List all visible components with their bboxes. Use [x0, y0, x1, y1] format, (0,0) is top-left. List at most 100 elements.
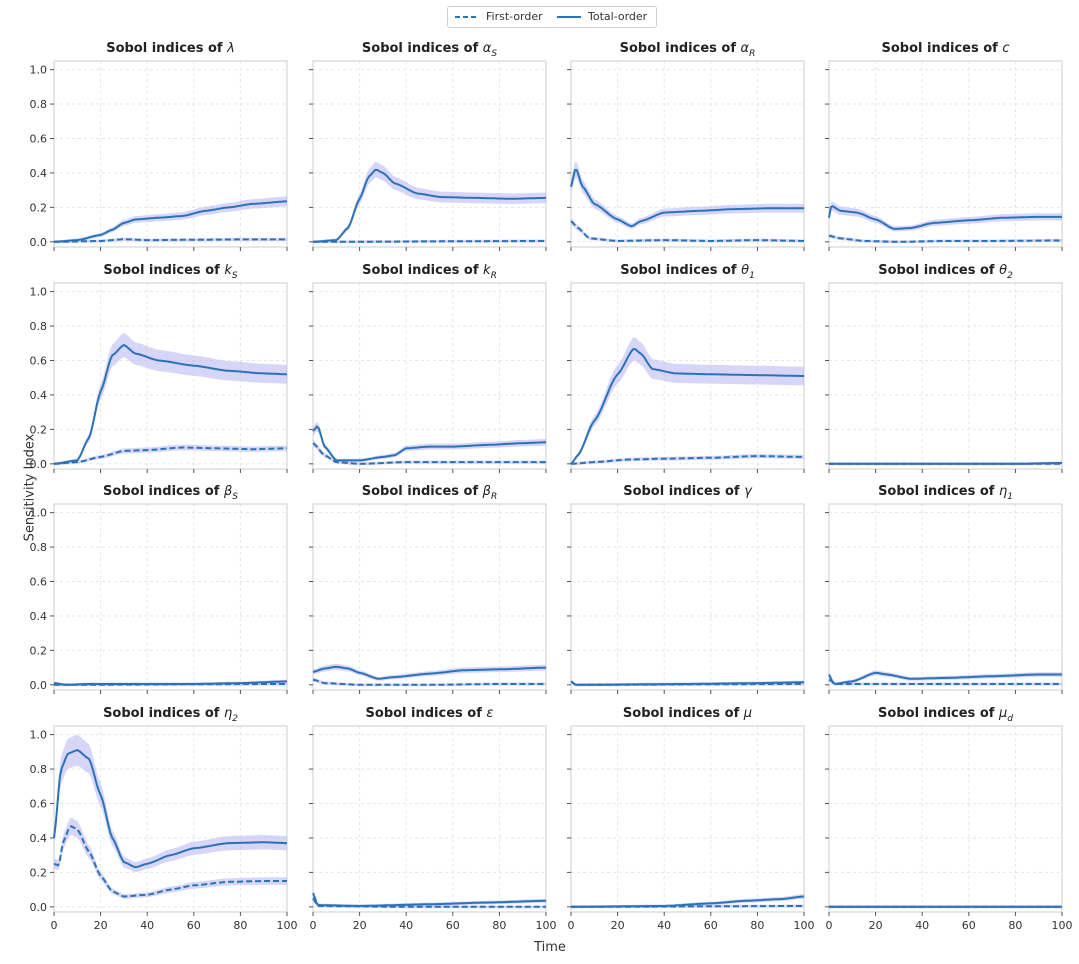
y-tick-label: 0.6: [30, 798, 48, 811]
first-order-series-line: [53, 825, 287, 898]
panel: Sobol indices of θ2: [825, 263, 1063, 473]
x-tick-label: 40: [140, 919, 154, 932]
panel-title: Sobol indices of kS: [103, 263, 237, 281]
total-order-series-line: [53, 200, 287, 243]
panel: Sobol indices of c: [825, 41, 1063, 251]
total-order-ci-band: [313, 663, 546, 681]
panel: 0.0 0.2 0.4 0.6 0.8 1.0 Sobol indices of kS: [30, 263, 288, 473]
first-order-series-line: [312, 678, 546, 686]
panel-frame: [828, 503, 1063, 691]
y-tick-label: 0.2: [30, 644, 48, 657]
y-tick-label: 1.0: [30, 286, 48, 299]
legend-total-label: Total-order: [588, 10, 648, 23]
y-tick-label: 0.6: [30, 576, 48, 589]
y-tick-label: 0.0: [30, 901, 48, 914]
x-tick-label: 60: [187, 919, 201, 932]
first-order-ci-band: [54, 444, 287, 466]
y-tick-label: 0.2: [30, 201, 48, 214]
x-tick-label: 40: [915, 919, 929, 932]
panel: 0.0 0.2 0.4 0.6 0.8 1.0 Sobol indices of λ: [30, 41, 288, 251]
first-order-series-line: [312, 442, 546, 465]
first-order-series-line: [828, 234, 1062, 243]
panel: 0.0 0.2 0.4 0.6 0.8 1.0 Sobol indices of βS: [30, 484, 288, 694]
total-order-series-line: [828, 671, 1062, 685]
panel: 0 20 40 60 80 100 Sobol indices of μd: [825, 706, 1073, 932]
legend: First-order Total-order: [447, 6, 657, 28]
x-tick-label: 0: [568, 919, 575, 932]
total-order-series-line: [312, 425, 546, 462]
panel-title: Sobol indices of θ1: [620, 263, 755, 281]
panel-frame: [570, 503, 805, 691]
panel-title: Sobol indices of αR: [620, 41, 756, 59]
y-tick-label: 0.6: [30, 355, 48, 368]
x-axis-label: Time: [534, 940, 566, 955]
total-order-series-line: [312, 892, 546, 908]
total-order-ci-band: [54, 332, 287, 466]
panel-frame: [570, 725, 805, 913]
first-order-series-line: [54, 238, 287, 243]
panel: Sobol indices of αR: [567, 41, 805, 251]
panel-title: Sobol indices of λ: [106, 41, 235, 56]
first-order-series-line: [570, 220, 804, 242]
x-tick-label: 0: [826, 919, 833, 932]
panel-frame: [828, 282, 1063, 470]
first-order-series-line: [313, 240, 546, 243]
panel-title: Sobol indices of c: [881, 41, 1009, 56]
panel-title: Sobol indices of βR: [362, 484, 497, 502]
x-tick-label: 0: [310, 919, 317, 932]
panel-title: Sobol indices of θ2: [878, 263, 1013, 281]
x-tick-label: 100: [1052, 919, 1073, 932]
x-tick-label: 80: [492, 919, 506, 932]
x-tick-label: 80: [750, 919, 764, 932]
x-tick-label: 0: [51, 919, 58, 932]
panel: 0 20 40 60 80 100 Sobol indices of ε: [309, 706, 557, 932]
total-order-ci-band: [829, 201, 1062, 232]
total-order-ci-band: [571, 337, 804, 466]
first-order-ci-band: [571, 217, 804, 243]
panel-title: Sobol indices of η2: [103, 706, 238, 724]
panel: Sobol indices of γ: [567, 484, 805, 694]
x-tick-label: 40: [657, 919, 671, 932]
panel-title: Sobol indices of αS: [362, 41, 497, 59]
y-tick-label: 0.2: [30, 866, 48, 879]
panel-title: Sobol indices of μ: [623, 706, 752, 721]
panel-frame: [312, 725, 547, 913]
panel-title: Sobol indices of ε: [366, 706, 494, 721]
panel-title: Sobol indices of γ: [623, 484, 753, 499]
total-order-series-line: [570, 169, 804, 228]
total-order-series-line: [53, 343, 288, 465]
y-tick-label: 0.6: [30, 133, 48, 146]
dashed-line-icon: [455, 15, 479, 18]
x-tick-label: 40: [399, 919, 413, 932]
y-tick-label: 0.4: [30, 167, 48, 180]
x-tick-label: 100: [536, 919, 557, 932]
y-tick-label: 0.4: [30, 832, 48, 845]
total-order-series-line: [828, 205, 1062, 230]
panel-title: Sobol indices of μd: [878, 706, 1013, 724]
panel: 0 20 40 60 80 100 0.0 0.2 0.4 0.6 0.8 1.0 Sobol indi…: [30, 706, 298, 932]
panel: Sobol indices of kR: [309, 263, 547, 473]
panel-frame: [53, 503, 288, 691]
first-order-series-line: [570, 680, 804, 686]
total-order-ci-band: [313, 421, 546, 463]
y-tick-label: 0.4: [30, 389, 48, 402]
legend-item-first-order: First-order: [454, 10, 543, 23]
first-order-series-line: [570, 455, 804, 465]
y-tick-label: 0.0: [30, 458, 48, 471]
total-order-ci-band: [313, 162, 546, 244]
panel-frame: [53, 725, 288, 913]
x-tick-label: 20: [611, 919, 625, 932]
y-tick-label: 1.0: [30, 64, 48, 77]
y-tick-label: 0.0: [30, 679, 48, 692]
total-order-series-line: [312, 168, 546, 243]
x-tick-label: 60: [704, 919, 718, 932]
total-order-series-line: [312, 665, 547, 680]
total-order-series-line: [53, 749, 287, 869]
first-order-series-line: [312, 897, 546, 908]
first-order-series-line: [53, 446, 288, 465]
y-tick-label: 0.4: [30, 610, 48, 623]
panel: 0 20 40 60 80 100 Sobol indices of μ: [567, 706, 815, 932]
legend-first-label: First-order: [486, 10, 543, 23]
panel-frame: [570, 60, 805, 248]
